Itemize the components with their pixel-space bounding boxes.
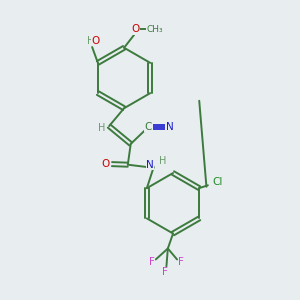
Text: O: O	[101, 159, 110, 169]
Text: H: H	[159, 156, 166, 166]
Text: O: O	[92, 36, 100, 46]
Text: CH₃: CH₃	[147, 25, 164, 34]
Text: N: N	[166, 122, 173, 132]
Text: F: F	[162, 267, 168, 277]
Text: F: F	[148, 257, 154, 267]
Text: H: H	[98, 123, 106, 134]
Text: C: C	[145, 122, 152, 132]
Text: Cl: Cl	[212, 177, 223, 188]
Text: N: N	[146, 160, 154, 170]
Text: O: O	[131, 24, 140, 34]
Text: F: F	[178, 257, 184, 267]
Text: H: H	[87, 36, 94, 46]
